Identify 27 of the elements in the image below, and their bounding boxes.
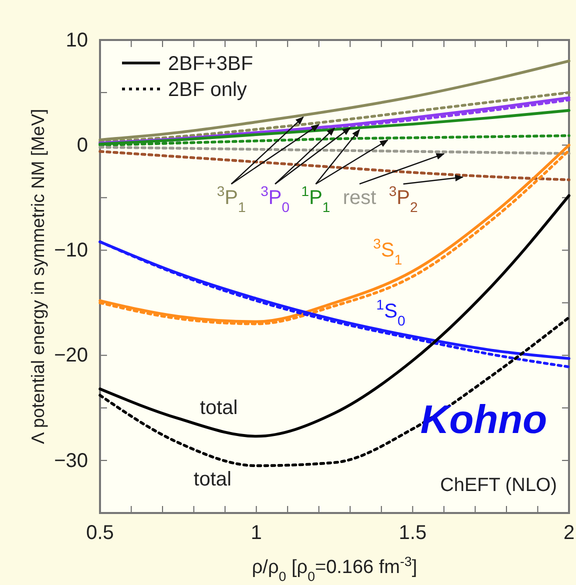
x-axis-title: ρ/ρ$_{0}$ [ρ$_{0}$=0.166 fm$^{-3}$] (252, 554, 418, 584)
x-tick-label: 0.5 (86, 522, 114, 544)
annotation: 2BF+3BF (168, 53, 254, 75)
series-label: total (200, 397, 238, 420)
y-tick-label: −30 (54, 450, 88, 472)
text: $^{1}$P$_{1}$ (301, 182, 330, 215)
y-tick-label: 10 (66, 29, 88, 52)
line-series (98, 316, 570, 468)
text: $^{3}$P$_{0}$ (260, 182, 290, 215)
annotation: Kohno (420, 398, 547, 442)
text: $^{3}$P$_{1}$ (216, 182, 246, 215)
x-tick-label: 1 (250, 522, 262, 544)
series-label: rest (342, 186, 377, 209)
line-series (98, 146, 570, 155)
x-tick-label: 2 (563, 522, 575, 544)
line-series (98, 150, 570, 182)
series-label: $^{3}$S$_{1}$ (373, 236, 402, 268)
y-axis-title: Λ potential energy in symmetric NM [MeV] (28, 108, 48, 444)
y-tick-label: −10 (54, 240, 88, 262)
y-tick-label: 0 (76, 134, 88, 157)
y-tick-label: −20 (54, 344, 88, 367)
x-tick-label: 1.5 (398, 522, 427, 544)
series-label: total (194, 468, 232, 491)
series-label: $^{1}$S$_{0}$ (376, 296, 406, 328)
series-label: $^{3}$P$_{2}$ (388, 182, 418, 215)
annotation: ChEFT (NLO) (440, 475, 557, 496)
annotation: 2BF only (168, 79, 247, 101)
